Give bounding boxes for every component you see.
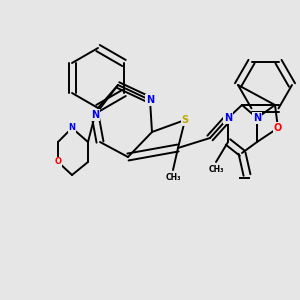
Text: N: N: [224, 113, 232, 123]
Text: O: O: [55, 158, 62, 166]
Text: N: N: [253, 113, 261, 123]
Text: N: N: [68, 124, 76, 133]
Text: CH₃: CH₃: [165, 173, 181, 182]
Text: CH₃: CH₃: [208, 166, 224, 175]
Text: O: O: [274, 123, 282, 133]
Text: N: N: [146, 95, 154, 105]
Text: S: S: [182, 115, 189, 125]
Text: N: N: [91, 110, 99, 120]
